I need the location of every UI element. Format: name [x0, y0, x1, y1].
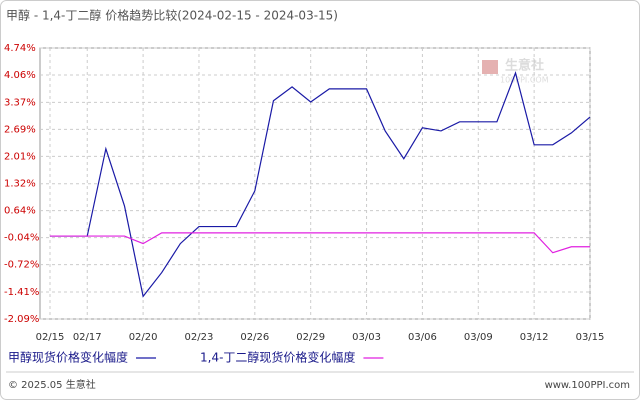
watermark-name: 生意社: [505, 58, 544, 74]
y-tick-label: 2.01%: [4, 151, 36, 162]
y-tick-label: 1.32%: [4, 179, 36, 190]
x-tick-label: 02/23: [185, 332, 214, 343]
y-tick-label: -2.09%: [4, 314, 39, 325]
x-tick-label: 02/17: [73, 332, 102, 343]
y-tick-label: 4.06%: [4, 70, 36, 81]
legend-label: 甲醇现货价格变化幅度: [8, 350, 128, 365]
y-tick-label: 2.69%: [4, 124, 36, 135]
series-line: [50, 232, 590, 254]
y-tick-label: -1.41%: [4, 287, 39, 298]
footer-site: www.100PPI.com: [545, 380, 630, 391]
y-tick-label: -0.04%: [4, 233, 39, 244]
x-tick-label: 02/20: [129, 332, 158, 343]
x-tick-label: 03/09: [464, 332, 493, 343]
y-tick-label: 4.74%: [4, 43, 36, 54]
x-tick-label: 03/06: [408, 332, 437, 343]
y-tick-label: 3.37%: [4, 97, 36, 108]
y-tick-label: 0.64%: [4, 206, 36, 217]
x-tick-label: 02/15: [36, 332, 65, 343]
watermark-site: 100PPI.COM: [500, 76, 549, 85]
x-tick-label: 03/15: [576, 332, 605, 343]
watermark-icon: [482, 60, 498, 74]
series-line: [50, 71, 591, 298]
footer-copyright: © 2025.05 生意社: [8, 378, 96, 391]
y-tick-label: -0.72%: [4, 260, 39, 271]
legend-label: 1,4-丁二醇现货价格变化幅度: [200, 350, 355, 365]
x-tick-label: 03/12: [520, 332, 549, 343]
x-tick-label: 02/26: [240, 332, 269, 343]
x-tick-label: 02/29: [296, 332, 325, 343]
x-tick-label: 03/03: [352, 332, 381, 343]
chart-title: 甲醇 - 1,4-丁二醇 价格趋势比较(2024-02-15 - 2024-03…: [6, 8, 338, 23]
